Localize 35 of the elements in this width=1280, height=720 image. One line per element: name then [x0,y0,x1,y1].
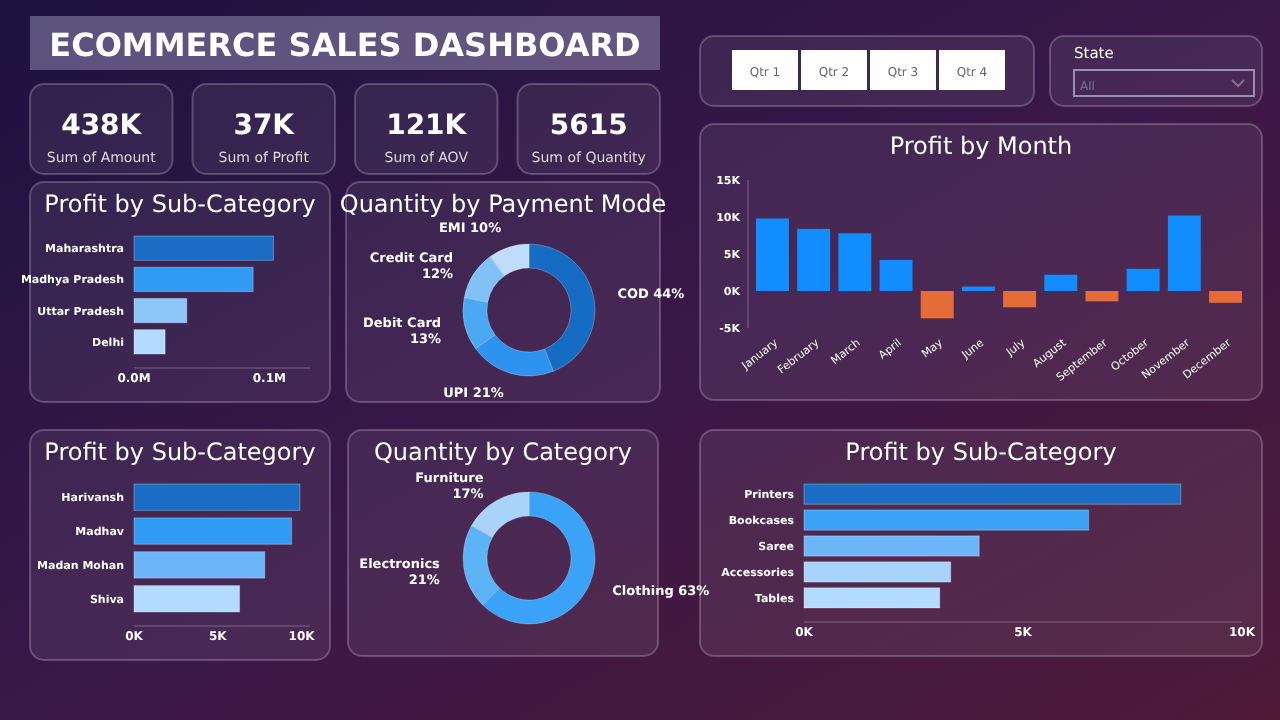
text: 37K [233,110,297,142]
text: 438K [61,110,144,142]
chart-title: Profit by Sub-Category [845,438,1117,466]
bar [1003,291,1037,308]
bar [838,233,872,291]
bar [1167,215,1201,291]
bar [133,585,241,613]
bar [803,509,1090,531]
bar [920,291,954,319]
text: 5615 [549,110,628,142]
chart-title: Profit by Sub-Category [44,190,316,218]
bar [803,483,1182,505]
text: 121K [386,110,469,142]
bar [756,218,789,291]
text: ECOMMERCE SALES DASHBOARD [49,26,641,64]
bar [133,266,254,293]
bar [133,517,293,545]
bar [879,259,913,291]
bar [1044,274,1078,291]
bar [133,235,274,261]
bar [133,483,301,511]
bar [803,535,980,557]
bar [797,228,831,291]
chart-title: Quantity by Category [373,438,633,466]
bar [803,587,941,609]
bar [803,561,952,583]
bar [133,551,266,579]
bar [1209,291,1242,303]
bar [1085,291,1119,302]
bar [133,297,188,324]
bar [133,329,166,355]
chart-title: Profit by Month [889,132,1073,160]
bar [1126,268,1160,291]
chart-title: Profit by Sub-Category [44,438,316,466]
chart-title: Quantity by Payment Mode [339,190,667,218]
